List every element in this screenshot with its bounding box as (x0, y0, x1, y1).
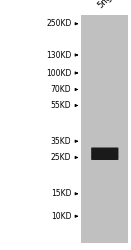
Bar (81, 15, 128, 242)
Text: 15KD: 15KD (51, 189, 71, 198)
Text: 5ng: 5ng (96, 0, 114, 10)
Text: 250KD: 250KD (46, 19, 71, 28)
Text: 55KD: 55KD (51, 101, 71, 110)
Text: 100KD: 100KD (46, 68, 71, 78)
Text: 130KD: 130KD (46, 50, 71, 59)
Text: 25KD: 25KD (51, 153, 71, 162)
Text: 70KD: 70KD (51, 85, 71, 94)
FancyBboxPatch shape (91, 148, 118, 160)
Text: 10KD: 10KD (51, 212, 71, 221)
Text: 35KD: 35KD (51, 137, 71, 146)
